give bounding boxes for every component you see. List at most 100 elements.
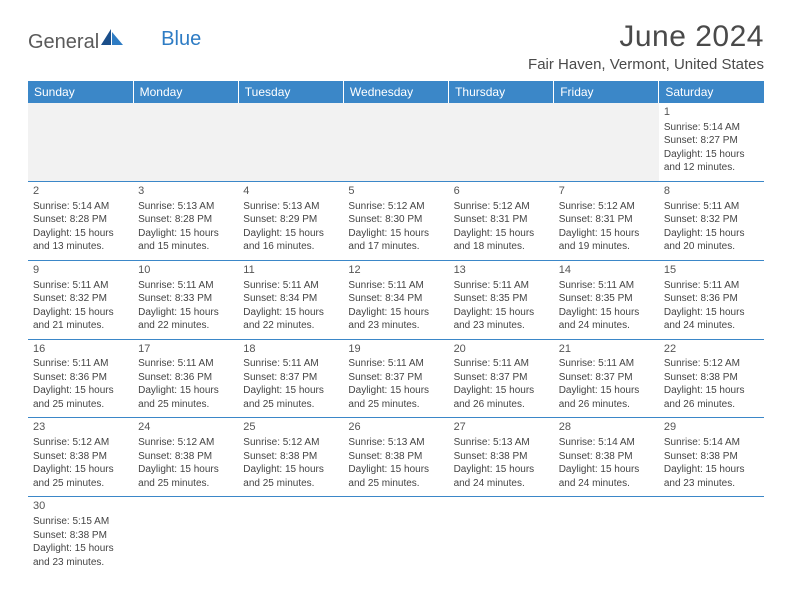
day-info: Sunrise: 5:12 AMSunset: 8:31 PMDaylight:… — [454, 200, 549, 254]
day-info: Sunrise: 5:11 AMSunset: 8:35 PMDaylight:… — [559, 279, 654, 333]
calendar-day-cell — [343, 103, 448, 181]
sunrise-line: Sunrise: 5:12 AM — [33, 436, 128, 450]
day-number: 9 — [33, 263, 128, 278]
calendar-day-cell: 20Sunrise: 5:11 AMSunset: 8:37 PMDayligh… — [449, 339, 554, 418]
calendar-day-cell — [659, 497, 764, 575]
day-info: Sunrise: 5:13 AMSunset: 8:29 PMDaylight:… — [243, 200, 338, 254]
calendar-day-cell: 22Sunrise: 5:12 AMSunset: 8:38 PMDayligh… — [659, 339, 764, 418]
daylight-line: Daylight: 15 hours and 22 minutes. — [138, 306, 233, 333]
sunset-line: Sunset: 8:38 PM — [559, 450, 654, 464]
daylight-line: Daylight: 15 hours and 25 minutes. — [33, 384, 128, 411]
calendar-day-cell — [28, 103, 133, 181]
sunrise-line: Sunrise: 5:14 AM — [664, 121, 759, 135]
day-number: 13 — [454, 263, 549, 278]
calendar-day-cell: 19Sunrise: 5:11 AMSunset: 8:37 PMDayligh… — [343, 339, 448, 418]
sunrise-line: Sunrise: 5:12 AM — [348, 200, 443, 214]
day-number: 21 — [559, 342, 654, 357]
daylight-line: Daylight: 15 hours and 12 minutes. — [664, 148, 759, 175]
day-info: Sunrise: 5:12 AMSunset: 8:38 PMDaylight:… — [243, 436, 338, 490]
calendar-header-row: SundayMondayTuesdayWednesdayThursdayFrid… — [28, 81, 764, 103]
day-number: 10 — [138, 263, 233, 278]
sunset-line: Sunset: 8:37 PM — [243, 371, 338, 385]
calendar-week-row: 23Sunrise: 5:12 AMSunset: 8:38 PMDayligh… — [28, 418, 764, 497]
day-number: 4 — [243, 184, 338, 199]
calendar-week-row: 9Sunrise: 5:11 AMSunset: 8:32 PMDaylight… — [28, 260, 764, 339]
day-info: Sunrise: 5:15 AMSunset: 8:38 PMDaylight:… — [33, 515, 128, 569]
daylight-line: Daylight: 15 hours and 21 minutes. — [33, 306, 128, 333]
day-info: Sunrise: 5:11 AMSunset: 8:36 PMDaylight:… — [138, 357, 233, 411]
calendar-day-cell: 15Sunrise: 5:11 AMSunset: 8:36 PMDayligh… — [659, 260, 764, 339]
calendar-day-cell — [133, 497, 238, 575]
day-number: 24 — [138, 420, 233, 435]
calendar-week-row: 1Sunrise: 5:14 AMSunset: 8:27 PMDaylight… — [28, 103, 764, 181]
day-number: 29 — [664, 420, 759, 435]
calendar-day-cell: 24Sunrise: 5:12 AMSunset: 8:38 PMDayligh… — [133, 418, 238, 497]
day-number: 18 — [243, 342, 338, 357]
calendar-day-cell: 9Sunrise: 5:11 AMSunset: 8:32 PMDaylight… — [28, 260, 133, 339]
day-header: Monday — [133, 81, 238, 103]
daylight-line: Daylight: 15 hours and 24 minutes. — [559, 463, 654, 490]
sunrise-line: Sunrise: 5:12 AM — [243, 436, 338, 450]
daylight-line: Daylight: 15 hours and 25 minutes. — [348, 463, 443, 490]
sunset-line: Sunset: 8:37 PM — [559, 371, 654, 385]
daylight-line: Daylight: 15 hours and 25 minutes. — [33, 463, 128, 490]
sunset-line: Sunset: 8:38 PM — [454, 450, 549, 464]
calendar-week-row: 16 Sunrise: 5:11 AMSunset: 8:36 PMDayligh… — [28, 339, 764, 418]
sunset-line: Sunset: 8:33 PM — [138, 292, 233, 306]
day-header: Saturday — [659, 81, 764, 103]
day-number: 1 — [664, 105, 759, 120]
daylight-line: Daylight: 15 hours and 25 minutes. — [243, 463, 338, 490]
calendar-day-cell: 1Sunrise: 5:14 AMSunset: 8:27 PMDaylight… — [659, 103, 764, 181]
sunrise-line: Sunrise: 5:14 AM — [559, 436, 654, 450]
sunset-line: Sunset: 8:38 PM — [138, 450, 233, 464]
calendar-day-cell: 18Sunrise: 5:11 AMSunset: 8:37 PMDayligh… — [238, 339, 343, 418]
day-number: 7 — [559, 184, 654, 199]
day-number: 20 — [454, 342, 549, 357]
day-info: Sunrise: 5:11 AMSunset: 8:37 PMDaylight:… — [243, 357, 338, 411]
sunrise-line: Sunrise: 5:11 AM — [243, 279, 338, 293]
sunrise-line: Sunrise: 5:12 AM — [559, 200, 654, 214]
sunrise-line: Sunrise: 5:11 AM — [138, 357, 233, 371]
sunset-line: Sunset: 8:38 PM — [33, 529, 128, 543]
calendar-day-cell: 28Sunrise: 5:14 AMSunset: 8:38 PMDayligh… — [554, 418, 659, 497]
sunset-line: Sunset: 8:32 PM — [33, 292, 128, 306]
sunrise-line: Sunrise: 5:11 AM — [454, 279, 549, 293]
daylight-line: Daylight: 15 hours and 15 minutes. — [138, 227, 233, 254]
sunrise-line: Sunrise: 5:14 AM — [664, 436, 759, 450]
sunset-line: Sunset: 8:28 PM — [33, 213, 128, 227]
sunset-line: Sunset: 8:29 PM — [243, 213, 338, 227]
calendar-day-cell — [238, 497, 343, 575]
calendar-page: General Blue June 2024 Fair Haven, Vermo… — [0, 0, 792, 595]
daylight-line: Daylight: 15 hours and 16 minutes. — [243, 227, 338, 254]
calendar-day-cell: 7Sunrise: 5:12 AMSunset: 8:31 PMDaylight… — [554, 181, 659, 260]
sunset-line: Sunset: 8:38 PM — [348, 450, 443, 464]
day-info: Sunrise: 5:14 AMSunset: 8:38 PMDaylight:… — [559, 436, 654, 490]
sunrise-line: Sunrise: 5:11 AM — [559, 279, 654, 293]
calendar-day-cell — [449, 103, 554, 181]
calendar-day-cell: 5Sunrise: 5:12 AMSunset: 8:30 PMDaylight… — [343, 181, 448, 260]
daylight-line: Daylight: 15 hours and 23 minutes. — [664, 463, 759, 490]
day-number: 16 — [33, 342, 128, 357]
daylight-line: Daylight: 15 hours and 13 minutes. — [33, 227, 128, 254]
day-header: Thursday — [449, 81, 554, 103]
day-header: Sunday — [28, 81, 133, 103]
sunrise-line: Sunrise: 5:12 AM — [664, 357, 759, 371]
sunrise-line: Sunrise: 5:12 AM — [454, 200, 549, 214]
daylight-line: Daylight: 15 hours and 26 minutes. — [454, 384, 549, 411]
day-info: Sunrise: 5:11 AMSunset: 8:36 PMDaylight:… — [664, 279, 759, 333]
sunrise-line: Sunrise: 5:11 AM — [559, 357, 654, 371]
calendar-day-cell: 17Sunrise: 5:11 AMSunset: 8:36 PMDayligh… — [133, 339, 238, 418]
logo-text-general: General — [28, 31, 99, 54]
calendar-day-cell: 21Sunrise: 5:11 AMSunset: 8:37 PMDayligh… — [554, 339, 659, 418]
daylight-line: Daylight: 15 hours and 17 minutes. — [348, 227, 443, 254]
day-info: Sunrise: 5:11 AMSunset: 8:37 PMDaylight:… — [559, 357, 654, 411]
sunset-line: Sunset: 8:27 PM — [664, 134, 759, 148]
sail-icon — [101, 28, 123, 51]
day-info: Sunrise: 5:14 AMSunset: 8:28 PMDaylight:… — [33, 200, 128, 254]
calendar-week-row: 30Sunrise: 5:15 AMSunset: 8:38 PMDayligh… — [28, 497, 764, 575]
month-title: June 2024 — [528, 20, 764, 54]
sunrise-line: Sunrise: 5:13 AM — [138, 200, 233, 214]
sunset-line: Sunset: 8:37 PM — [348, 371, 443, 385]
day-number: 25 — [243, 420, 338, 435]
calendar-day-cell: 14Sunrise: 5:11 AMSunset: 8:35 PMDayligh… — [554, 260, 659, 339]
